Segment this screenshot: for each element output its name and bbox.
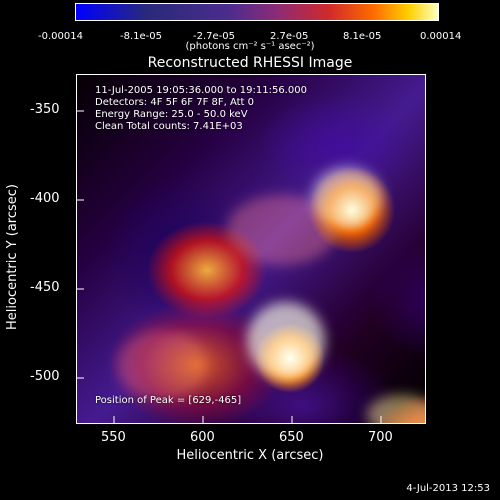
x-axis-label: Heliocentric X (arcsec) — [176, 448, 324, 463]
x-tick-label: 650 — [279, 430, 304, 445]
image-plot: 11-Jul-2005 19:05:36.000 to 19:11:56.000… — [76, 74, 426, 424]
colorbar-tick: 8.1e-05 — [343, 31, 382, 42]
colorbar-tick: -2.7e-05 — [193, 31, 235, 42]
render-timestamp: 4-Jul-2013 12:53 — [406, 483, 490, 494]
y-tick-label: -450 — [30, 280, 60, 295]
energy-range: Energy Range: 25.0 - 50.0 keV — [95, 109, 248, 120]
emission-blob — [117, 330, 207, 400]
colorbar-units: (photons cm⁻² s⁻¹ asec⁻²) — [185, 41, 315, 52]
y-tick-label: -350 — [30, 102, 60, 117]
observation-info: 11-Jul-2005 19:05:36.000 to 19:11:56.000… — [95, 85, 307, 133]
x-tick-label: 700 — [368, 430, 393, 445]
bright-emission-blob — [247, 302, 325, 380]
x-tick-label: 600 — [190, 430, 215, 445]
colorbar-tick: 0.00014 — [420, 31, 462, 42]
algorithm-and-counts: Clean Total counts: 7.41E+03 — [95, 121, 243, 132]
y-tick-label: -500 — [30, 369, 60, 384]
peak-position: Position of Peak = [629,-465] — [95, 395, 242, 406]
observation-time: 11-Jul-2005 19:05:36.000 to 19:11:56.000 — [95, 85, 307, 96]
colorbar-tick: -0.00014 — [38, 31, 83, 42]
colorbar — [75, 3, 439, 21]
y-axis-label: Heliocentric Y (arcsec) — [5, 184, 20, 330]
colorbar-ticks: -0.00014 -8.1e-05 -2.7e-05 2.7e-05 8.1e-… — [0, 30, 500, 44]
colorbar-tick: 2.7e-05 — [270, 31, 309, 42]
detectors: Detectors: 4F 5F 6F 7F 8F, Att 0 — [95, 97, 255, 108]
colorbar-tick: -8.1e-05 — [120, 31, 162, 42]
x-tick-label: 550 — [101, 430, 126, 445]
chart-title: Reconstructed RHESSI Image — [147, 55, 353, 71]
y-tick-label: -400 — [30, 191, 60, 206]
emission-blob — [227, 195, 337, 265]
bright-emission-blob — [367, 395, 425, 423]
